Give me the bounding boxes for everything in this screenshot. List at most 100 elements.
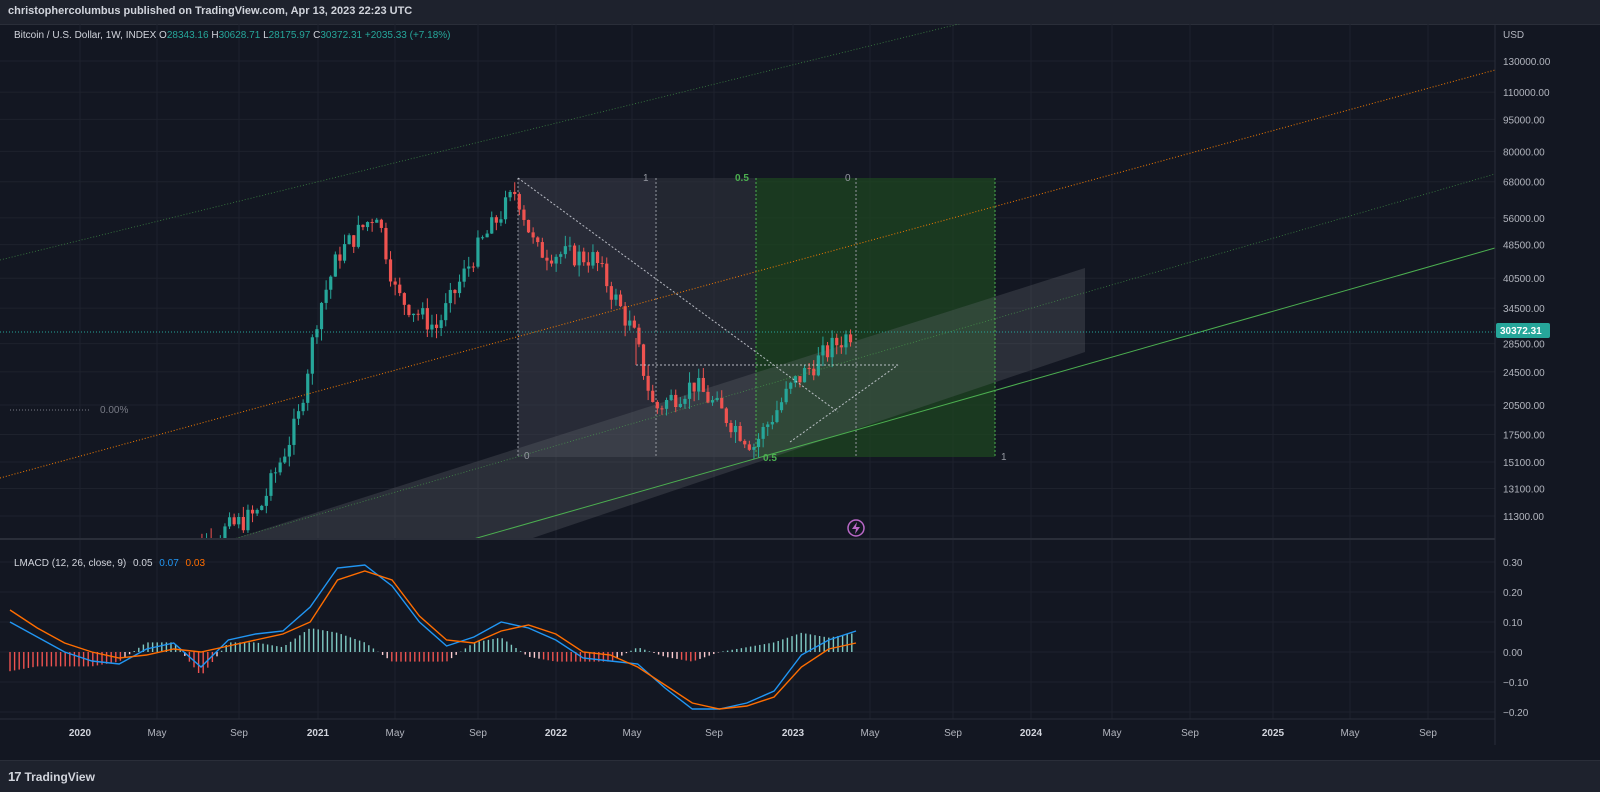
close-value: 30372.31 bbox=[320, 30, 363, 41]
candle-body bbox=[692, 382, 696, 392]
candle-body bbox=[200, 541, 203, 548]
candle-body bbox=[793, 376, 797, 383]
fib-level-0: 0 bbox=[845, 173, 851, 184]
candle-body bbox=[540, 242, 544, 258]
candle-body bbox=[310, 337, 314, 374]
candle-body bbox=[287, 444, 291, 457]
fib-bottom-1: 1 bbox=[1001, 452, 1007, 463]
candle-body bbox=[637, 327, 641, 345]
candle-body bbox=[480, 237, 485, 239]
price-tick-label: 110000.00 bbox=[1503, 88, 1550, 99]
price-tick-label: 28500.00 bbox=[1503, 340, 1545, 351]
time-tick-label: May bbox=[386, 728, 405, 739]
close-label: C bbox=[313, 30, 321, 41]
time-tick-label: Sep bbox=[230, 728, 248, 739]
channel-upper-green bbox=[235, 173, 1495, 538]
price-tick-label: 48500.00 bbox=[1503, 241, 1545, 252]
fib-box-mid bbox=[656, 178, 756, 457]
candle-body bbox=[421, 308, 425, 315]
price-chart-svg[interactable]: 130000.00 110000.00 95000.00 80000.00 68000.… bbox=[0, 24, 1600, 760]
candle-body bbox=[177, 554, 180, 555]
macd-legend[interactable]: LMACD (12, 26, close, 9) 0.05 0.07 0.03 bbox=[14, 558, 205, 569]
candle-body bbox=[577, 251, 581, 266]
candle-body bbox=[628, 320, 632, 326]
candle-body bbox=[756, 438, 761, 448]
price-tick-label: 11300.00 bbox=[1503, 512, 1544, 523]
candle-body bbox=[582, 251, 586, 263]
candle-body bbox=[554, 256, 558, 264]
candle-body bbox=[260, 505, 264, 510]
fib-level-1: 1 bbox=[643, 173, 649, 184]
candle-body bbox=[444, 303, 448, 321]
time-tick-label: 2021 bbox=[307, 728, 330, 739]
price-tick-label: 40500.00 bbox=[1503, 274, 1545, 285]
candle-body bbox=[329, 276, 333, 290]
macd-line-value: 0.07 bbox=[159, 558, 179, 569]
time-tick-label: May bbox=[623, 728, 642, 739]
candle-body bbox=[789, 382, 793, 389]
candle-body bbox=[766, 424, 770, 427]
candle-body bbox=[508, 191, 512, 198]
candle-body bbox=[812, 368, 816, 376]
low-label: L bbox=[263, 30, 269, 41]
candle-body bbox=[835, 337, 839, 346]
candle-body bbox=[471, 266, 475, 268]
candle-body bbox=[490, 217, 494, 234]
candle-body bbox=[499, 219, 503, 223]
drawing-tools[interactable] bbox=[230, 178, 1085, 640]
candle-body bbox=[365, 222, 370, 228]
candle-body bbox=[720, 397, 724, 409]
candle-body bbox=[724, 408, 728, 423]
last-price-value: 30372.31 bbox=[1500, 326, 1542, 337]
candle-body bbox=[761, 426, 765, 439]
fib-level-05: 0.5 bbox=[735, 173, 749, 184]
candle-body bbox=[664, 399, 669, 409]
macd-tick-label: 0.10 bbox=[1503, 618, 1523, 629]
candle-body bbox=[517, 194, 521, 210]
parallel-channel-fill bbox=[236, 268, 1085, 538]
price-tick-label: 24500.00 bbox=[1503, 368, 1545, 379]
candle-body bbox=[752, 447, 756, 450]
time-axis[interactable]: 2020 May Sep 2021 May Sep 2022 May Sep 2023 May Sep… bbox=[69, 728, 1437, 739]
candle-body bbox=[255, 509, 259, 514]
candle-body bbox=[729, 422, 733, 433]
candle-body bbox=[338, 254, 342, 261]
pct-label: 0.00% bbox=[100, 405, 128, 416]
macd-hist-value: 0.05 bbox=[133, 558, 153, 569]
symbol-legend[interactable]: Bitcoin / U.S. Dollar, 1W, INDEX O28343.… bbox=[14, 30, 450, 41]
candle-body bbox=[503, 197, 508, 220]
candle-body bbox=[706, 391, 710, 403]
time-tick-label: Sep bbox=[1419, 728, 1437, 739]
candle-body bbox=[600, 263, 604, 265]
candle-body bbox=[402, 293, 406, 305]
candle-body bbox=[411, 313, 416, 316]
candle-body bbox=[375, 219, 379, 223]
candle-body bbox=[306, 373, 310, 403]
price-tick-label: 56000.00 bbox=[1503, 214, 1545, 225]
candle-body bbox=[807, 368, 811, 370]
currency-label: USD bbox=[1503, 30, 1524, 41]
time-tick-label: Sep bbox=[944, 728, 962, 739]
tradingview-logo[interactable]: 17 TradingView bbox=[8, 769, 95, 784]
macd-tick-label: −0.20 bbox=[1503, 708, 1529, 719]
change-value: +2035.33 (+7.18%) bbox=[364, 30, 451, 41]
candle-body bbox=[462, 268, 466, 282]
signal-line bbox=[9, 570, 857, 710]
candle-body bbox=[605, 263, 609, 287]
price-tick-label: 15100.00 bbox=[1503, 458, 1545, 469]
candle-body bbox=[816, 355, 820, 376]
candle-body bbox=[559, 254, 563, 257]
candle-body bbox=[618, 294, 623, 307]
candle-body bbox=[407, 304, 411, 316]
candle-body bbox=[315, 329, 319, 338]
footer-bar: 17 TradingView bbox=[0, 760, 1600, 792]
lightning-icon[interactable] bbox=[847, 519, 865, 537]
candle-body bbox=[425, 308, 429, 330]
price-axis[interactable]: 130000.00 110000.00 95000.00 80000.00 68000.… bbox=[1503, 57, 1551, 719]
time-tick-label: 2024 bbox=[1020, 728, 1043, 739]
candle-body bbox=[453, 289, 457, 294]
overlay-lines bbox=[0, 24, 1495, 538]
candle-body bbox=[536, 237, 540, 243]
candle-body bbox=[779, 402, 784, 411]
fib-bottom-0: 0 bbox=[524, 451, 530, 462]
